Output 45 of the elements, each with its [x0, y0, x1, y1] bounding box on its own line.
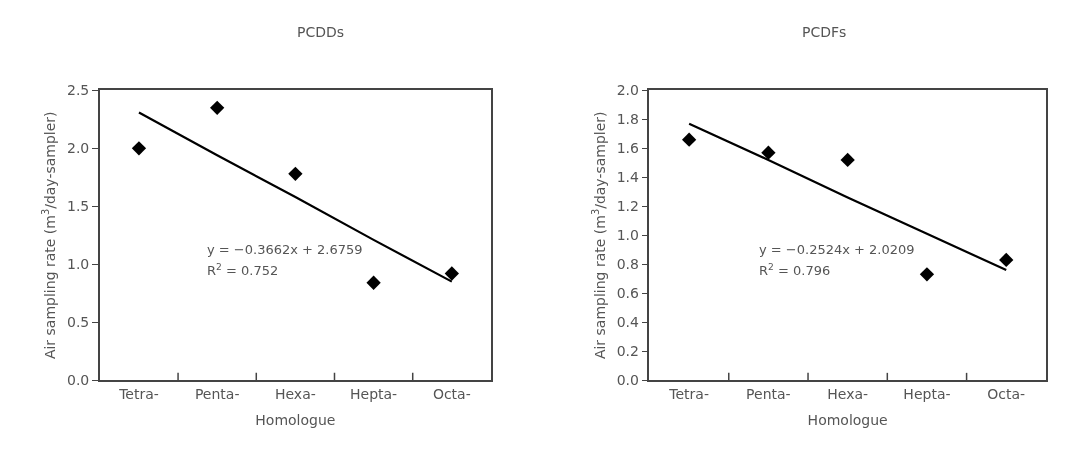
y-tick-label: 1.4: [616, 169, 640, 186]
x-tick-label: Tetra-: [668, 385, 709, 402]
annotation: y = −0.3662x + 2.6759: [207, 242, 363, 257]
annotation: y = −0.2524x + 2.0209: [759, 242, 915, 257]
x-axis-title: Homologue: [255, 412, 336, 429]
y-tick-label: 0.8: [616, 256, 639, 273]
y-tick-label: 2.0: [67, 140, 90, 157]
point: [761, 145, 776, 160]
y-tick-label: 0.5: [67, 314, 90, 331]
y-tick-label: 1.8: [616, 111, 639, 128]
x-tick-label: Hepta-: [350, 385, 398, 402]
point: [919, 267, 935, 282]
x-tick-label: Hexa-: [827, 385, 869, 402]
y-tick-label: 1.6: [616, 140, 640, 157]
y-tick-label: 1.0: [67, 256, 90, 273]
x-axis-title: Homologue: [807, 412, 888, 429]
x-tick-label: Hexa-: [274, 385, 316, 402]
y-tick-label: 2.5: [67, 82, 90, 99]
point: [210, 100, 225, 115]
y-tick-label: 2.0: [616, 82, 639, 99]
y-tick-label: 0.6: [616, 285, 640, 302]
annotation: R$^{2}$ = 0.796: [759, 262, 831, 279]
y-tick-label: 0.2: [616, 343, 639, 360]
y-tick-label: 0.0: [616, 372, 639, 388]
y-tick-label: 1.5: [67, 198, 90, 215]
x-tick-label: Penta-: [194, 385, 240, 402]
x-tick-label: Octa-: [432, 385, 471, 402]
point: [444, 266, 459, 281]
x-tick-label: Hepta-: [903, 385, 951, 402]
y-tick-label: 0.4: [616, 314, 640, 331]
x-tick-label: Octa-: [987, 385, 1026, 402]
y-tick-label: 1.2: [616, 198, 639, 215]
y-tick-label: 0.0: [67, 372, 90, 388]
point: [840, 152, 855, 168]
point: [288, 166, 303, 181]
x-tick-label: Tetra-: [118, 385, 159, 402]
y-tick-label: 1.0: [616, 227, 639, 244]
point: [366, 275, 381, 290]
annotation: R$^{2}$ = 0.752: [207, 262, 279, 279]
point: [681, 132, 697, 147]
chart-title: PCDDs: [297, 24, 345, 40]
point: [131, 141, 147, 156]
chart-title: PCDFs: [802, 24, 847, 40]
point: [999, 252, 1014, 268]
x-tick-label: Penta-: [746, 385, 791, 402]
